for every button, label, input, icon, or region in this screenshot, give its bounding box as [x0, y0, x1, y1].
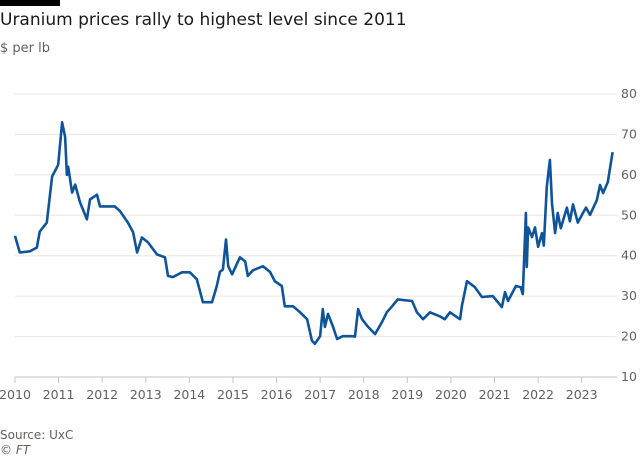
x-tick-label: 2019 — [391, 387, 423, 402]
x-tick-label: 2010 — [0, 387, 31, 402]
y-tick-label: 50 — [621, 207, 637, 222]
x-tick-label: 2012 — [86, 387, 118, 402]
y-tick-label: 60 — [621, 167, 637, 182]
y-tick-label: 70 — [621, 126, 637, 141]
y-tick-label: 40 — [621, 248, 637, 263]
x-tick-label: 2016 — [261, 387, 293, 402]
y-tick-label: 80 — [621, 86, 637, 101]
y-tick-label: 10 — [621, 369, 637, 384]
x-tick-label: 2011 — [43, 387, 75, 402]
chart-title: Uranium prices rally to highest level si… — [0, 10, 407, 30]
y-tick-label: 30 — [621, 288, 637, 303]
x-tick-label: 2020 — [435, 387, 467, 402]
ft-header-bar — [0, 0, 60, 6]
x-tick-label: 2013 — [130, 387, 162, 402]
y-tick-label: 20 — [621, 329, 637, 344]
source-note: Source: UxC — [0, 428, 74, 442]
x-tick-label: 2015 — [217, 387, 249, 402]
x-tick-label: 2021 — [479, 387, 511, 402]
x-tick-label: 2014 — [173, 387, 205, 402]
copyright: © FT — [0, 443, 31, 457]
x-tick-label: 2023 — [566, 387, 598, 402]
chart-subtitle: $ per lb — [0, 41, 50, 56]
x-tick-label: 2018 — [348, 387, 380, 402]
x-tick-label: 2017 — [304, 387, 336, 402]
x-tick-label: 2022 — [522, 387, 554, 402]
price-line — [13, 121, 614, 346]
